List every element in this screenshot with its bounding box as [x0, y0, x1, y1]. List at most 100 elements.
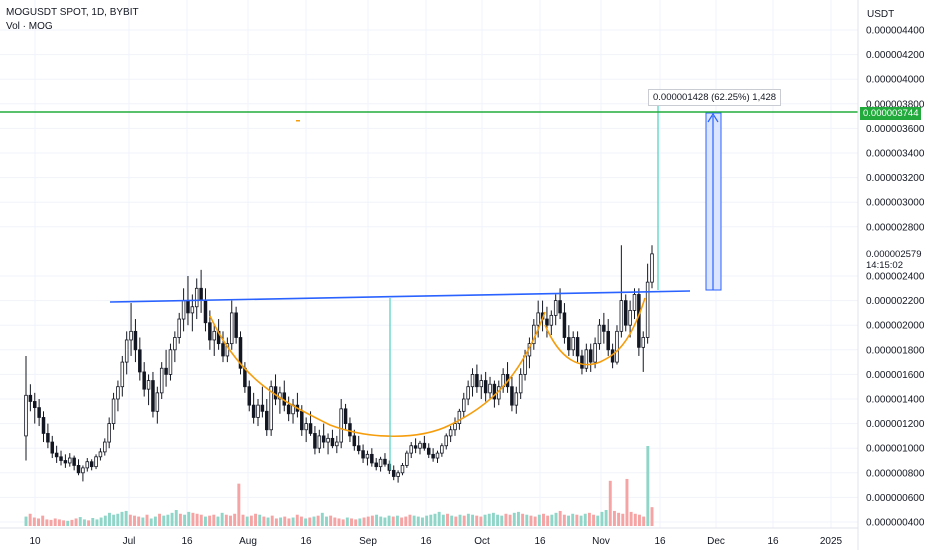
- volume-bar: [291, 517, 295, 526]
- candle: [321, 423, 326, 449]
- volume-bar: [596, 515, 600, 526]
- volume-bar: [241, 514, 245, 526]
- volume-bar: [41, 515, 45, 526]
- candle: [116, 380, 120, 412]
- volume-bar: [458, 514, 462, 526]
- candle: [462, 392, 466, 418]
- candle: [234, 306, 238, 344]
- candle: [151, 371, 155, 418]
- volume-bar: [592, 514, 596, 526]
- volume-bar: [471, 514, 475, 526]
- small-mark: [296, 120, 300, 122]
- volume-bar: [245, 516, 249, 526]
- candle: [650, 245, 654, 289]
- volume-bar: [475, 515, 479, 526]
- chart-legend: MOGUSDT SPOT, 1D, BYBIT Vol · MOG: [6, 6, 139, 34]
- candle: [138, 337, 142, 381]
- candle: [41, 411, 46, 443]
- volume-bar: [287, 518, 291, 526]
- volume-bar: [183, 514, 187, 526]
- volume-bar: [316, 515, 320, 526]
- candle: [637, 288, 641, 356]
- volume-bar: [496, 514, 500, 526]
- handle-curve[interactable]: [544, 297, 646, 366]
- volume-bar: [487, 513, 491, 526]
- candle: [479, 374, 484, 399]
- candle: [365, 450, 370, 466]
- candle: [405, 450, 409, 468]
- volume-bar: [575, 514, 579, 526]
- neckline-trendline[interactable]: [109, 290, 691, 303]
- volume-bar: [220, 512, 224, 526]
- cup-curve[interactable]: [209, 311, 546, 438]
- candle: [584, 343, 589, 372]
- candle: [37, 399, 41, 427]
- candle: [606, 319, 610, 356]
- candle: [63, 454, 68, 468]
- time-axis[interactable]: 10 Jul 16 Aug 16 Sep 16 Oct 16 Nov 16 Dec 16 2025: [29, 536, 842, 547]
- volume-bar: [479, 516, 483, 526]
- candle: [501, 368, 505, 393]
- volume-bar: [203, 516, 207, 526]
- volume-bar: [112, 514, 116, 526]
- volume-bar: [558, 510, 562, 526]
- volume-bar: [612, 510, 616, 526]
- candle: [155, 386, 160, 424]
- candle: [492, 380, 497, 408]
- y-tick-label: 0.000001800: [866, 345, 925, 356]
- currency-label: USDT: [867, 9, 894, 20]
- y-tick-label: 0.000001600: [866, 370, 925, 381]
- candle: [89, 459, 94, 471]
- candle: [59, 450, 63, 466]
- volume-bar: [170, 512, 174, 526]
- volume-bar: [304, 518, 308, 526]
- x-tick-label: 2025: [820, 536, 843, 547]
- candle: [615, 325, 619, 365]
- volume-bar: [525, 514, 529, 526]
- volume-bar: [124, 510, 128, 526]
- y-tick-label: 0.000004400: [866, 26, 925, 37]
- candle: [370, 448, 374, 467]
- target-price-tag: 0.000003744: [860, 107, 922, 120]
- volume-bar: [28, 513, 32, 526]
- y-tick-label: 0.000002200: [866, 296, 925, 307]
- volume-bar: [141, 517, 145, 526]
- volume-bar: [567, 515, 570, 526]
- volume-bar: [99, 517, 103, 526]
- volume-bar: [108, 512, 111, 526]
- symbol-line: MOGUSDT SPOT, 1D, BYBIT: [6, 7, 139, 18]
- price-axis[interactable]: 0.000004400 0.000004200 0.000004000 0.00000…: [866, 26, 925, 529]
- volume-bar: [579, 515, 583, 526]
- candle: [330, 429, 335, 449]
- candle: [229, 300, 234, 350]
- candle: [387, 460, 392, 475]
- volume-bar: [258, 514, 262, 526]
- volume-bar: [621, 513, 625, 526]
- volume-bar: [233, 513, 237, 526]
- volume-bar: [642, 516, 646, 526]
- candle: [85, 458, 90, 472]
- volume-bar: [512, 512, 516, 526]
- volume-bar: [49, 519, 53, 526]
- volume-bar: [425, 515, 429, 526]
- candle: [378, 456, 383, 472]
- volume-bar: [650, 507, 654, 526]
- candle: [580, 349, 584, 375]
- candle: [54, 445, 59, 463]
- volume-bar: [116, 513, 120, 526]
- volume-bar: [53, 518, 57, 526]
- y-tick-label: 0.000000400: [866, 518, 925, 529]
- x-tick-label: Aug: [239, 536, 257, 547]
- volume-bar: [412, 515, 416, 526]
- candle: [76, 459, 81, 476]
- volume-bar: [446, 513, 449, 526]
- volume-bar: [354, 519, 358, 526]
- volume-bar: [158, 513, 162, 526]
- volume-bar: [266, 517, 270, 526]
- volume-bar: [400, 517, 404, 526]
- volume-bar: [466, 513, 470, 526]
- candle: [562, 303, 567, 344]
- y-tick-label: 0.000002400: [866, 272, 925, 283]
- volume-bar: [533, 516, 537, 526]
